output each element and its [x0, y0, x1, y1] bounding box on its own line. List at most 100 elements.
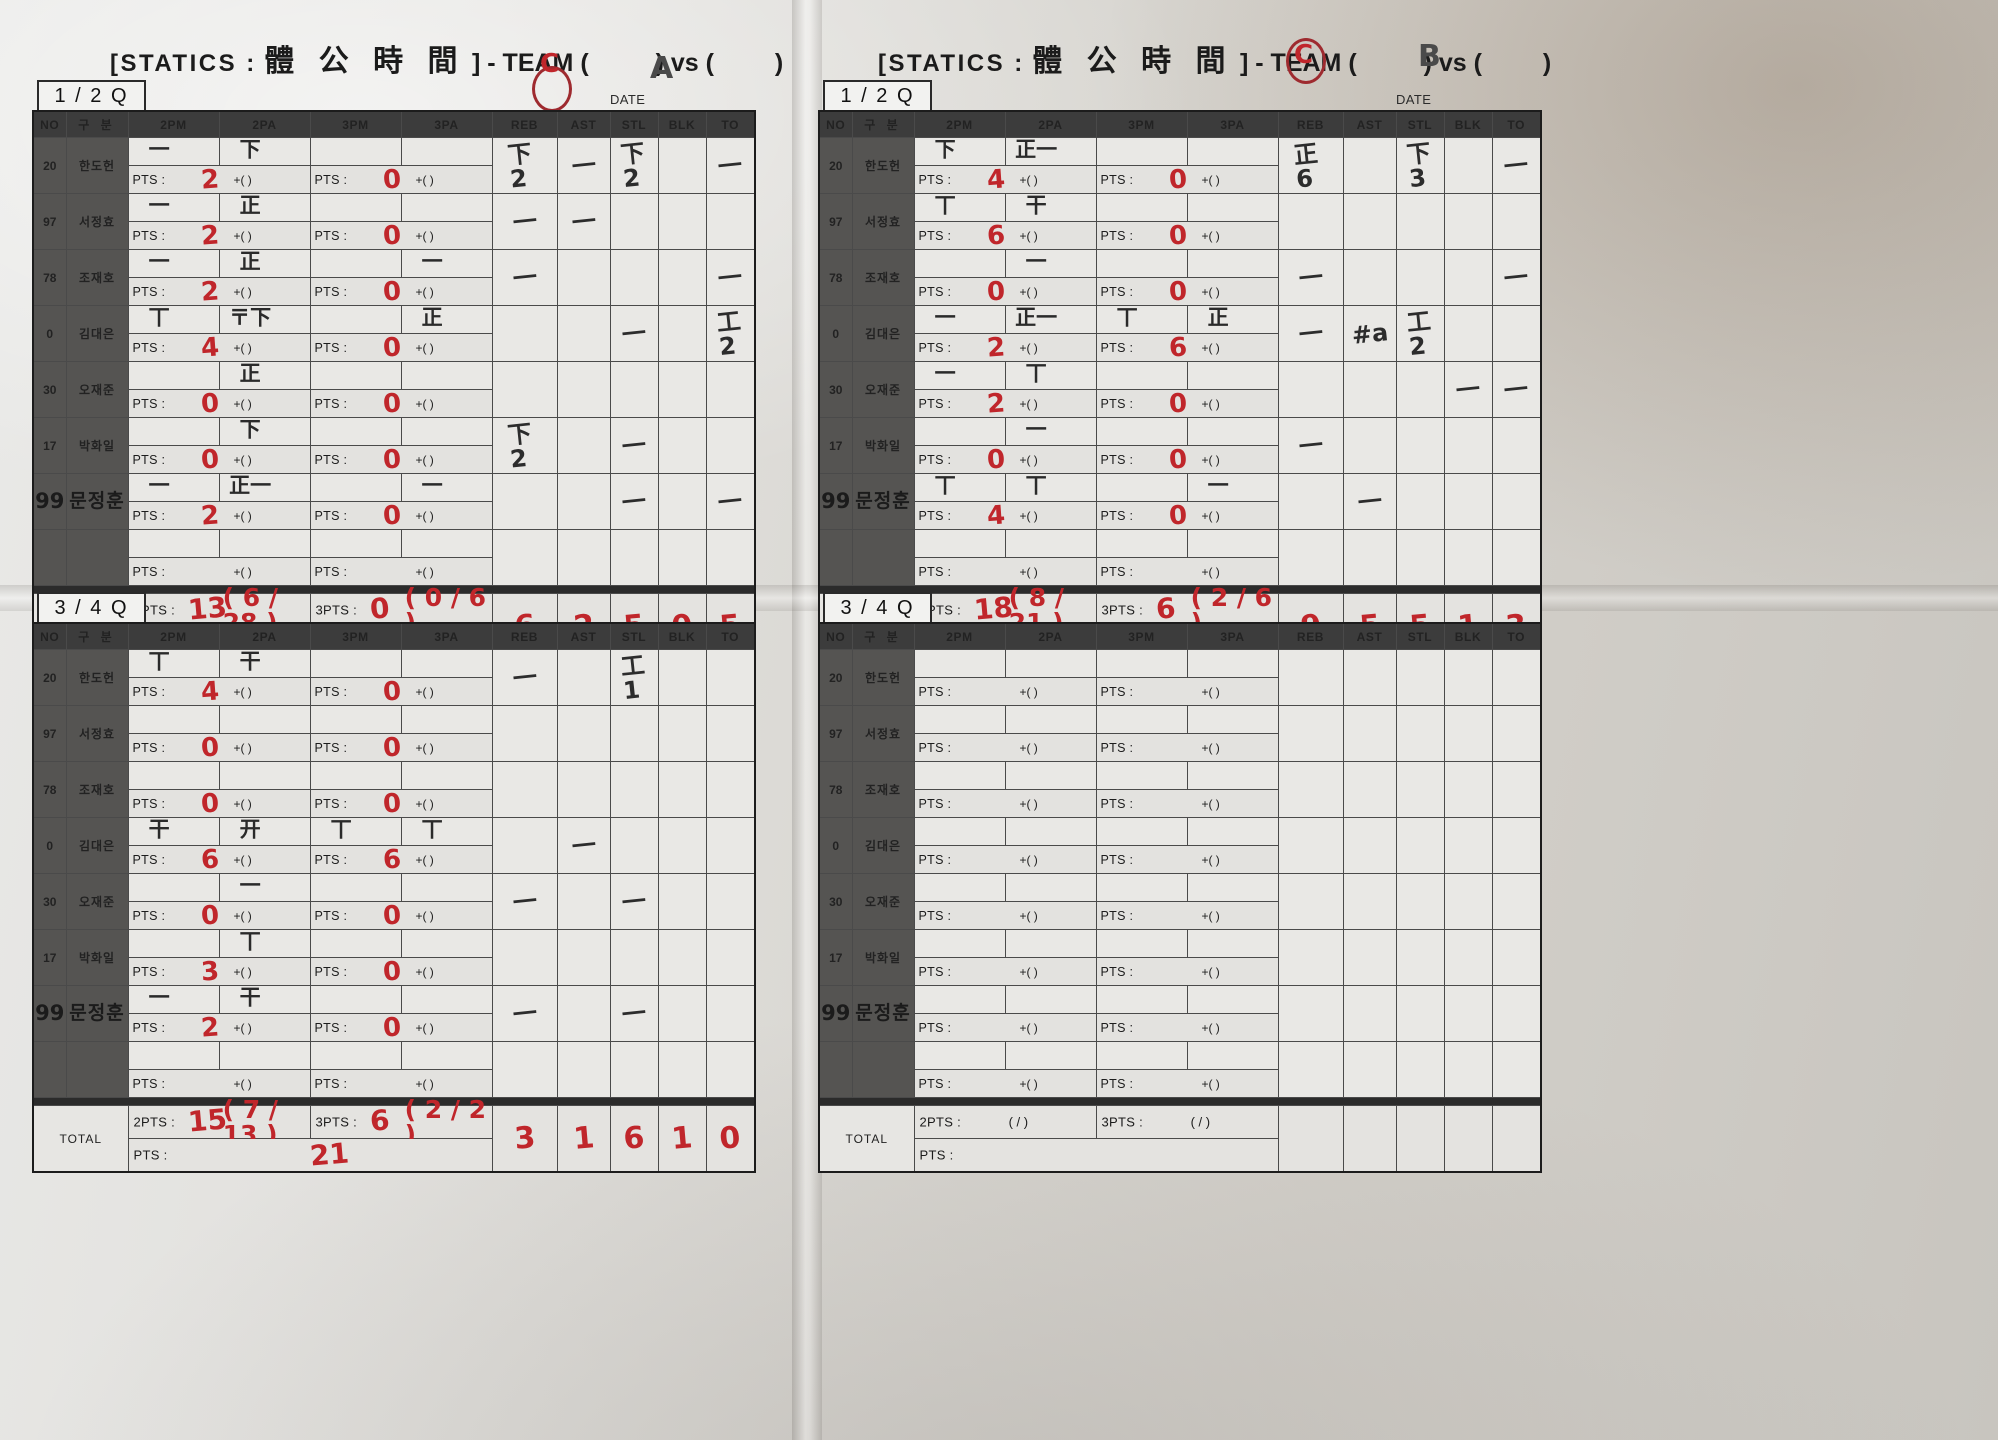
pts-3pt-cell[interactable]: PTS :0 +( ): [1095, 444, 1279, 475]
stat-reb[interactable]: 一: [491, 193, 558, 250]
stat-blk[interactable]: [657, 873, 707, 930]
tally-2pm[interactable]: [913, 529, 1006, 558]
tally-3pm[interactable]: [309, 1041, 402, 1070]
stat-reb[interactable]: [491, 705, 558, 762]
stat-to[interactable]: [1491, 305, 1542, 362]
stat-reb[interactable]: [491, 529, 558, 586]
tally-3pa[interactable]: [400, 761, 493, 790]
pts-3pt-cell[interactable]: PTS :0 +( ): [309, 788, 493, 819]
tally-2pm[interactable]: 一: [913, 361, 1006, 390]
stat-blk[interactable]: [657, 249, 707, 306]
stat-reb[interactable]: [491, 761, 558, 818]
stat-stl[interactable]: 工1: [609, 649, 659, 706]
tally-2pa[interactable]: 下: [218, 417, 311, 446]
stat-to[interactable]: [705, 361, 756, 418]
pts-2pt-cell[interactable]: PTS :0 +( ): [913, 276, 1097, 307]
stat-blk[interactable]: [657, 305, 707, 362]
stat-reb[interactable]: 一: [1277, 417, 1344, 474]
stat-reb[interactable]: [491, 361, 558, 418]
tally-2pa[interactable]: 干: [218, 985, 311, 1014]
pts-3pt-cell[interactable]: PTS :6 +( ): [1095, 332, 1279, 363]
tally-3pm[interactable]: [309, 761, 402, 790]
pts-2pt-cell[interactable]: PTS :6 +( ): [913, 220, 1097, 251]
stat-stl[interactable]: 一: [609, 305, 659, 362]
stat-reb[interactable]: [1277, 929, 1344, 986]
stat-blk[interactable]: [657, 705, 707, 762]
stat-blk[interactable]: [1443, 417, 1493, 474]
pts-3pt-cell[interactable]: PTS :0 +( ): [309, 388, 493, 419]
total-blk[interactable]: [1443, 1105, 1493, 1173]
stat-ast[interactable]: [1342, 761, 1397, 818]
stat-reb[interactable]: [491, 473, 558, 530]
stat-to[interactable]: 一: [1491, 137, 1542, 194]
tally-3pa[interactable]: [400, 705, 493, 734]
tally-2pm[interactable]: [913, 705, 1006, 734]
stat-ast[interactable]: [1342, 817, 1397, 874]
stat-blk[interactable]: [1443, 649, 1493, 706]
stat-ast[interactable]: [556, 761, 611, 818]
stat-reb[interactable]: [1277, 985, 1344, 1042]
stat-reb[interactable]: [1277, 649, 1344, 706]
pts-3pt-cell[interactable]: PTS : +( ): [309, 1069, 493, 1098]
stat-blk[interactable]: [1443, 473, 1493, 530]
tally-2pm[interactable]: [913, 873, 1006, 902]
stat-to[interactable]: [705, 193, 756, 250]
tally-2pa[interactable]: 正: [218, 193, 311, 222]
stat-stl[interactable]: [1395, 873, 1445, 930]
pts-2pt-cell[interactable]: PTS :4 +( ): [913, 500, 1097, 531]
tally-3pm[interactable]: [309, 873, 402, 902]
tally-2pm[interactable]: 丅: [127, 305, 220, 334]
pts-2pt-cell[interactable]: PTS :2 +( ): [913, 388, 1097, 419]
pts-2pt-cell[interactable]: PTS : +( ): [913, 677, 1097, 706]
stat-to[interactable]: 一: [1491, 361, 1542, 418]
stat-reb[interactable]: 一: [491, 985, 558, 1042]
total-3pts-cell[interactable]: 3PTS : ( / ): [1095, 1105, 1279, 1139]
pts-2pt-cell[interactable]: PTS :2 +( ): [127, 164, 311, 195]
tally-2pa[interactable]: [1004, 873, 1097, 902]
stat-to[interactable]: [705, 649, 756, 706]
stat-stl[interactable]: [609, 929, 659, 986]
tally-3pa[interactable]: [400, 985, 493, 1014]
stat-to[interactable]: [705, 817, 756, 874]
stat-to[interactable]: [1491, 529, 1542, 586]
pts-2pt-cell[interactable]: PTS :2 +( ): [127, 500, 311, 531]
tally-2pm[interactable]: [127, 929, 220, 958]
pts-3pt-cell[interactable]: PTS : +( ): [1095, 789, 1279, 818]
total-ast[interactable]: [1342, 1105, 1397, 1173]
pts-2pt-cell[interactable]: PTS :3 +( ): [127, 956, 311, 987]
stat-stl[interactable]: [609, 249, 659, 306]
stat-ast[interactable]: 一: [556, 193, 611, 250]
stat-blk[interactable]: [657, 761, 707, 818]
tally-3pm[interactable]: [1095, 361, 1188, 390]
stat-reb[interactable]: 一: [1277, 305, 1344, 362]
stat-to[interactable]: [705, 1041, 756, 1098]
total-ast[interactable]: 1: [556, 1105, 611, 1173]
stat-ast[interactable]: [556, 417, 611, 474]
tally-2pm[interactable]: 一: [127, 985, 220, 1014]
stat-stl[interactable]: 下2: [609, 137, 659, 194]
pts-3pt-cell[interactable]: PTS :0 +( ): [309, 676, 493, 707]
tally-3pa[interactable]: 一: [400, 473, 493, 502]
pts-2pt-cell[interactable]: PTS :2 +( ): [127, 276, 311, 307]
stat-stl[interactable]: [609, 705, 659, 762]
tally-2pm[interactable]: 一: [127, 249, 220, 278]
pts-3pt-cell[interactable]: PTS :0 +( ): [1095, 276, 1279, 307]
stat-to[interactable]: [705, 761, 756, 818]
tally-3pm[interactable]: [1095, 817, 1188, 846]
stat-ast[interactable]: [556, 1041, 611, 1098]
tally-2pa[interactable]: 正一: [1004, 137, 1097, 166]
stat-to[interactable]: [705, 929, 756, 986]
stat-blk[interactable]: [657, 649, 707, 706]
pts-3pt-cell[interactable]: PTS :0 +( ): [309, 732, 493, 763]
tally-3pa[interactable]: [1186, 761, 1279, 790]
tally-3pa[interactable]: [400, 1041, 493, 1070]
tally-3pm[interactable]: [309, 193, 402, 222]
tally-2pm[interactable]: [127, 361, 220, 390]
tally-3pm[interactable]: [1095, 473, 1188, 502]
stat-blk[interactable]: [1443, 929, 1493, 986]
stat-stl[interactable]: [1395, 985, 1445, 1042]
tally-2pm[interactable]: [913, 761, 1006, 790]
pts-3pt-cell[interactable]: PTS : +( ): [1095, 677, 1279, 706]
stat-reb[interactable]: [1277, 761, 1344, 818]
stat-blk[interactable]: [657, 473, 707, 530]
